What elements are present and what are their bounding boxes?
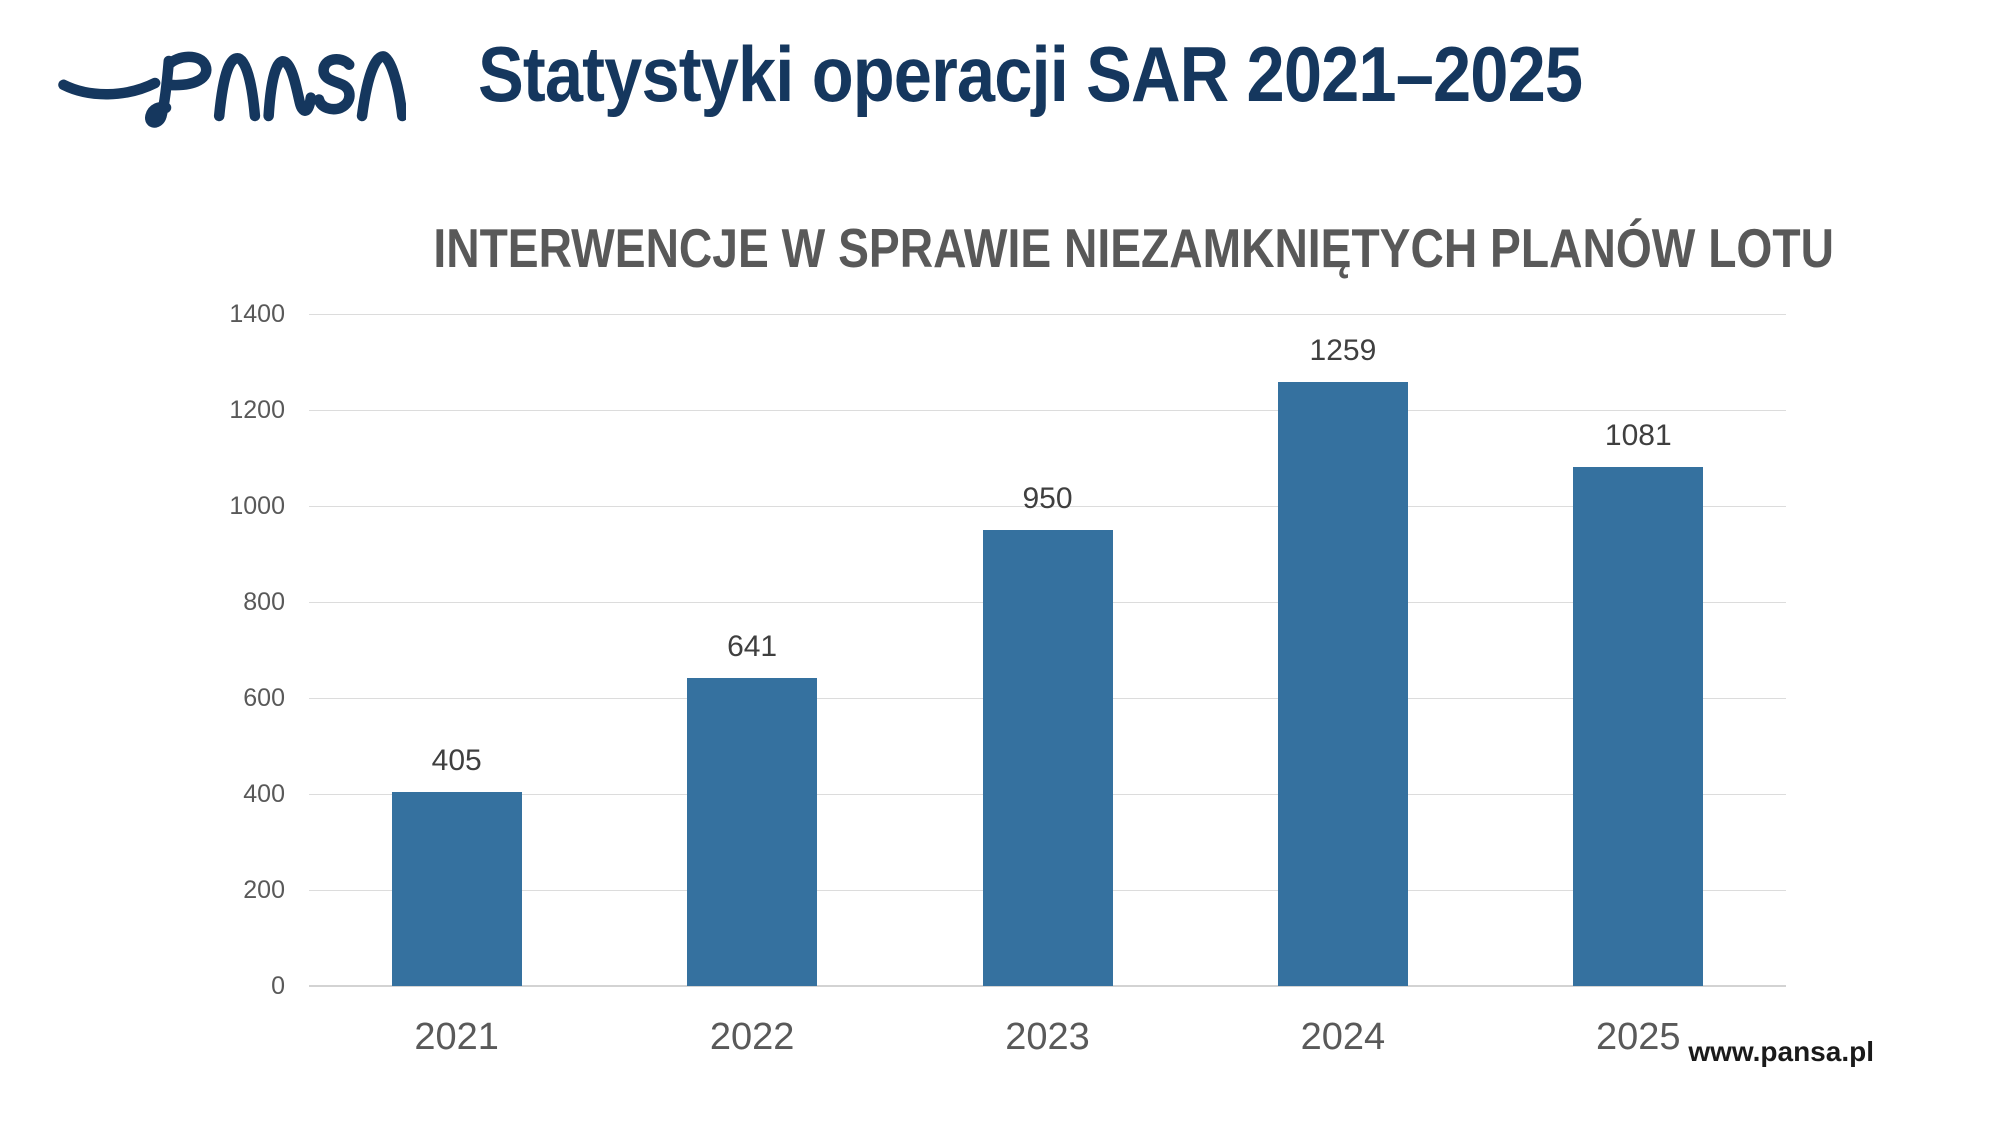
logo-letter-a1 — [213, 53, 261, 122]
chart-title: INTERWENCJE W SPRAWIE NIEZAMKNIĘTYCH PLA… — [300, 214, 1890, 282]
logo-letter-p-bowl — [163, 51, 212, 91]
value-label-2022: 641 — [727, 630, 778, 664]
value-label-2021: 405 — [431, 743, 482, 777]
y-tick-label: 1400 — [229, 300, 285, 328]
plot-area: 405 2021 641 2022 950 2023 1259 2024 1081 2025 — [309, 313, 1786, 1058]
pansa-logo — [58, 51, 406, 128]
logo-letter-a2 — [356, 51, 406, 122]
bar-2025 — [1573, 467, 1704, 986]
page-title-text: Statystyki operacji SAR 2021–2025 — [478, 30, 1583, 118]
y-tick-label: 400 — [243, 780, 285, 808]
x-axis-line — [309, 985, 1786, 987]
footer-website: www.pansa.pl — [1688, 1036, 1874, 1067]
y-tick-label: 200 — [243, 876, 285, 904]
x-tick-label-2023: 2023 — [1005, 1016, 1090, 1058]
x-tick-label-2022: 2022 — [709, 1016, 795, 1058]
logo-swoosh-icon — [58, 77, 161, 100]
x-tick-label-2025: 2025 — [1596, 1016, 1681, 1058]
x-tick-label-2021: 2021 — [414, 1016, 499, 1058]
y-tick-label: 1000 — [229, 492, 285, 520]
value-label-2025: 1081 — [1604, 419, 1672, 453]
bar-2024 — [1277, 381, 1408, 986]
y-tick-label: 600 — [243, 684, 285, 712]
y-axis-labels: 0 200 400 600 800 1000 1200 1400 — [140, 300, 285, 1000]
logo-letter-p-stem — [145, 55, 175, 128]
bar-2023 — [982, 530, 1113, 986]
chart-title-text: INTERWENCJE W SPRAWIE NIEZAMKNIĘTYCH PLA… — [433, 217, 1834, 279]
gridline — [309, 409, 1786, 411]
bar-2022 — [687, 678, 818, 986]
y-tick-label: 800 — [243, 588, 285, 616]
logo-letter-s — [313, 54, 355, 115]
x-tick-label-2024: 2024 — [1300, 1016, 1386, 1058]
gridline — [309, 313, 1786, 315]
y-tick-label: 1200 — [229, 396, 285, 424]
page-title: Statystyki operacji SAR 2021–2025 — [478, 26, 1733, 122]
bar-2021 — [391, 791, 522, 986]
gridline — [309, 505, 1786, 507]
value-label-2024: 1259 — [1309, 333, 1377, 367]
value-label-2023: 950 — [1022, 482, 1073, 515]
y-tick-label: 0 — [271, 972, 285, 1000]
logo-letter-n — [263, 56, 317, 122]
